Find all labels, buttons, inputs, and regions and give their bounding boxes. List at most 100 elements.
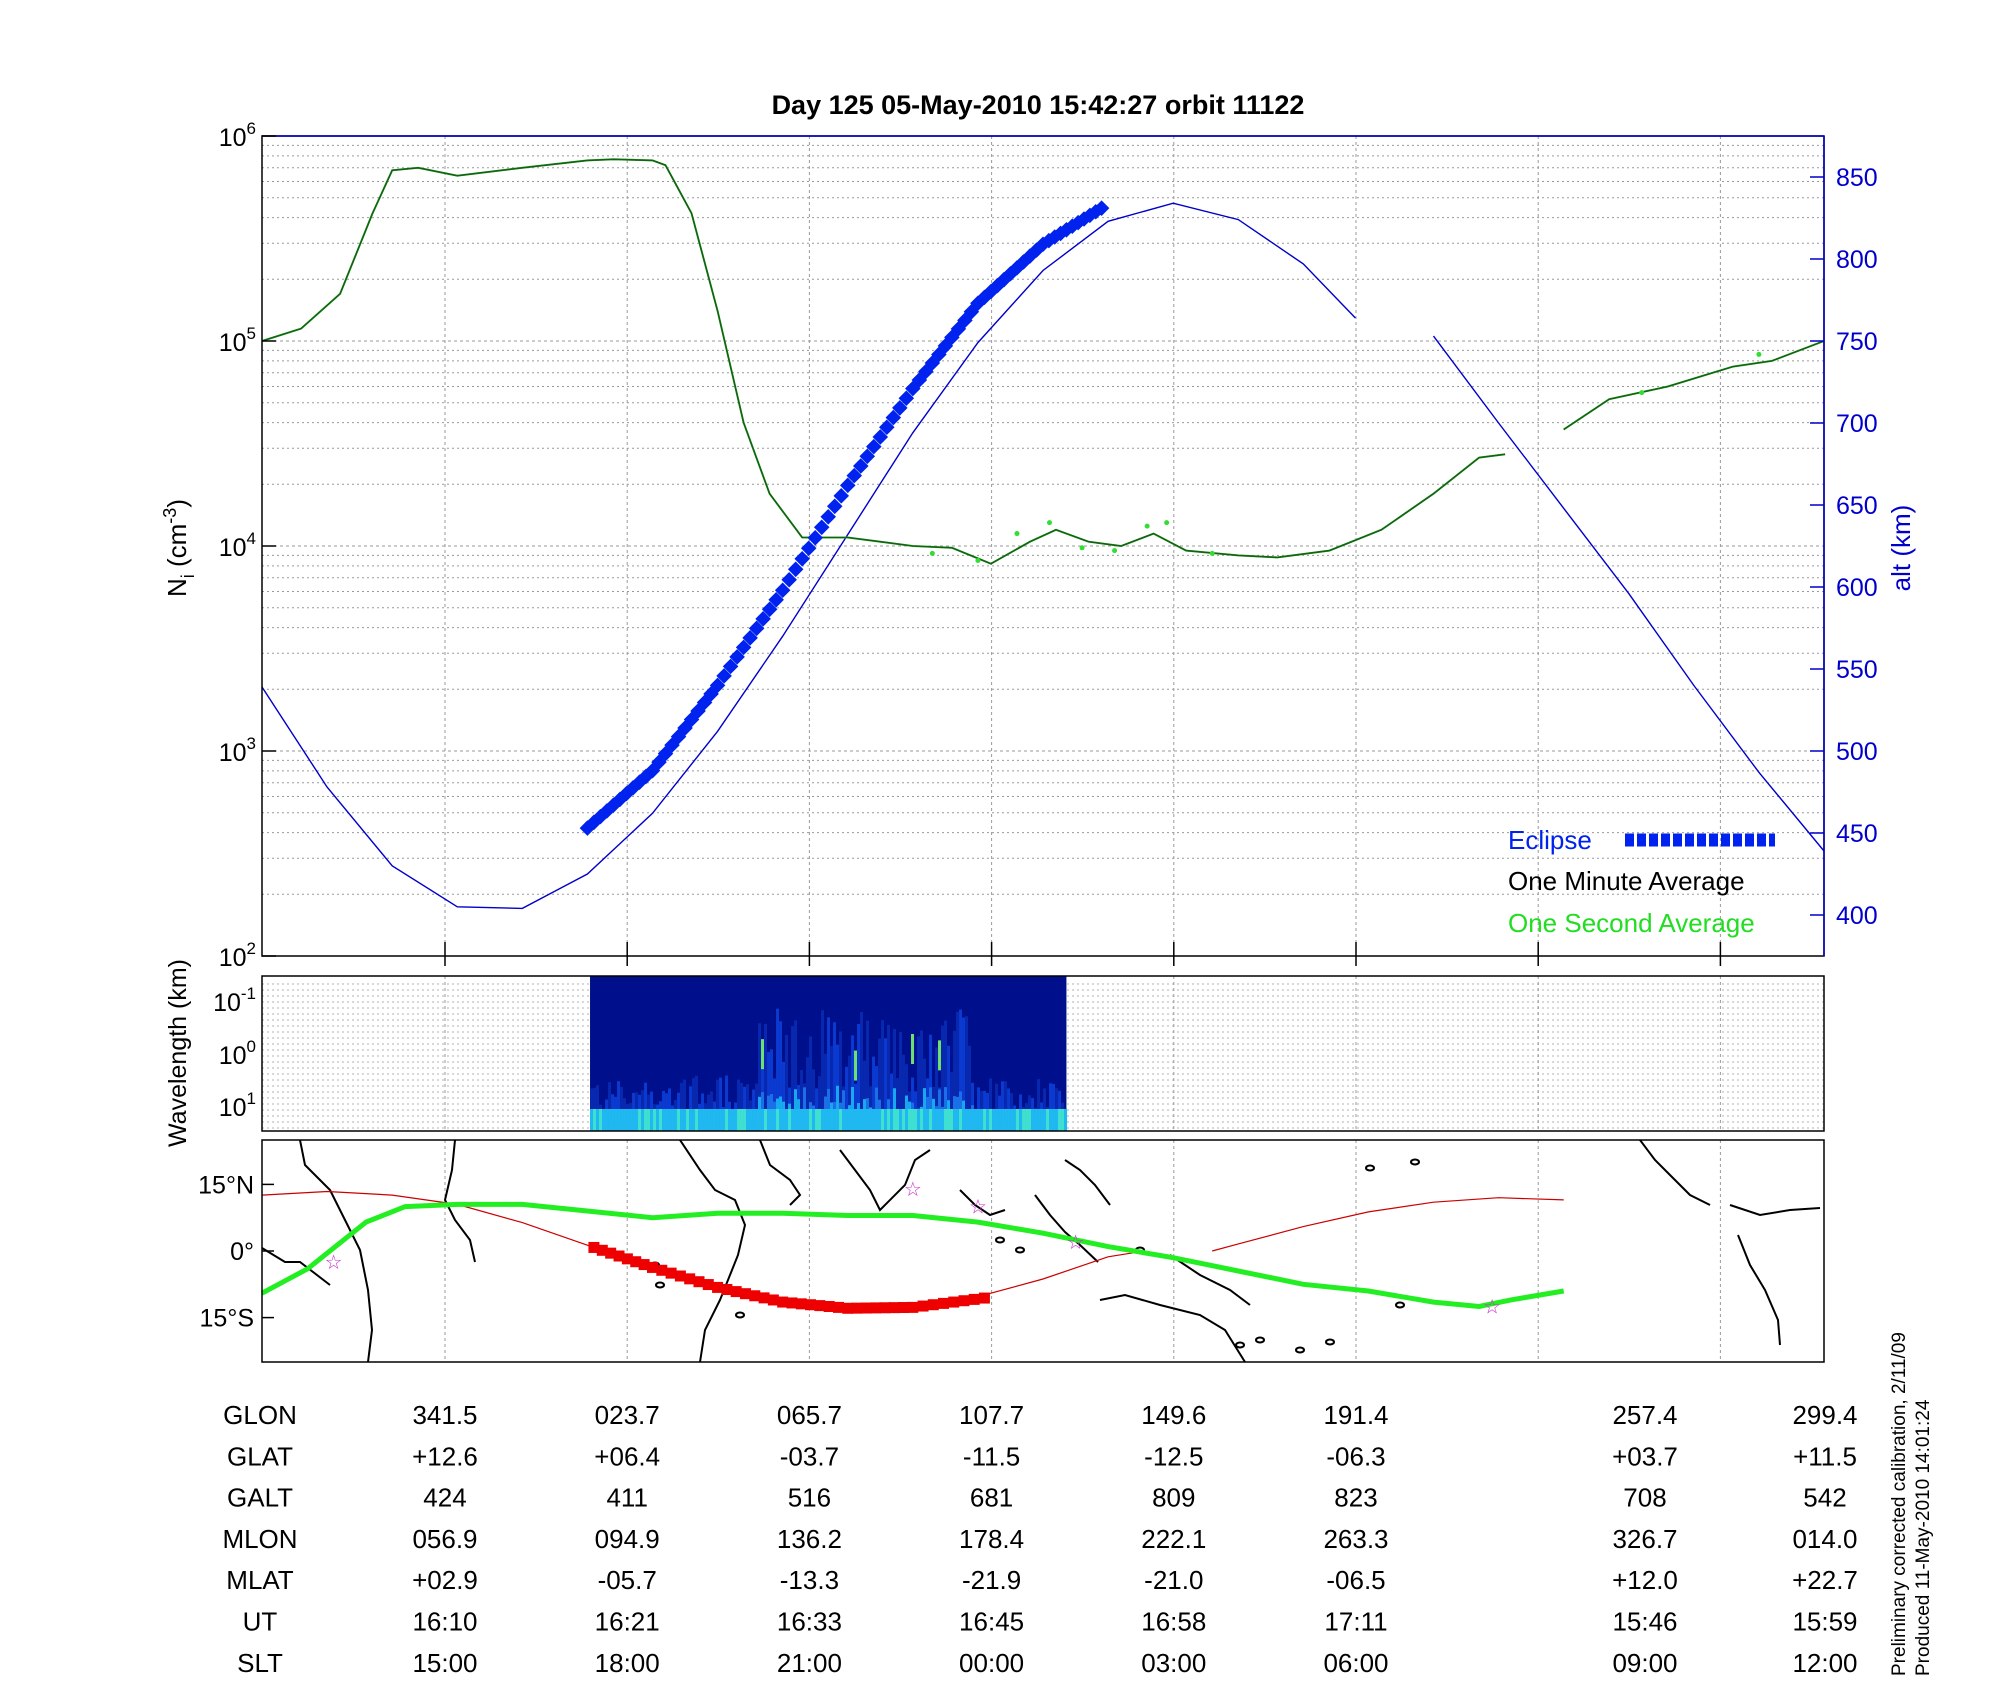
table-cell: +02.9 xyxy=(412,1565,478,1595)
map-stars: ☆ ☆ ☆ ☆ ☆ xyxy=(325,1177,1501,1319)
spectrogram-bottom xyxy=(698,1109,702,1131)
table-cell: 014.0 xyxy=(1792,1524,1857,1554)
eclipse-track-marker xyxy=(596,1244,608,1256)
map-lines xyxy=(260,1190,1565,1314)
coastline xyxy=(679,1139,747,1363)
table-cell: 16:58 xyxy=(1141,1607,1206,1637)
eclipse-track-marker xyxy=(588,1241,600,1253)
spectrogram-bottom xyxy=(704,1109,708,1131)
one-second-spike xyxy=(1014,531,1020,537)
island xyxy=(1255,1336,1265,1344)
right-tick-label: 400 xyxy=(1836,902,1878,930)
spectrogram-column xyxy=(683,1079,687,1131)
coastline xyxy=(1639,1139,1711,1206)
one-second-spike xyxy=(1112,548,1118,554)
spectrogram-bottom xyxy=(812,1109,816,1131)
eclipse-marker xyxy=(742,630,758,646)
spectrogram-column xyxy=(818,1076,822,1131)
spectrogram-bottom xyxy=(620,1109,624,1131)
spectrogram-bottom xyxy=(887,1109,891,1131)
spectrogram-column xyxy=(884,1038,888,1131)
spectrogram-bottom xyxy=(992,1109,996,1131)
spectrogram-y-tick-label: 10-1 xyxy=(213,984,256,1017)
spectrogram-column xyxy=(821,1010,825,1131)
spectrogram-bottom xyxy=(938,1109,942,1131)
island xyxy=(655,1281,665,1289)
spectrogram-bottom xyxy=(755,1109,759,1131)
spectrogram-bottom xyxy=(920,1109,924,1131)
spectrogram-bottom xyxy=(665,1109,669,1131)
spectrogram-bottom xyxy=(689,1109,693,1131)
spectrogram-bottom xyxy=(821,1109,825,1131)
island xyxy=(1410,1158,1420,1166)
spectrogram-bottom xyxy=(1046,1109,1050,1131)
legend-eclipse-label: Eclipse xyxy=(1508,825,1592,855)
spectrogram-bottom xyxy=(902,1109,906,1131)
table-cell: 023.7 xyxy=(595,1400,660,1430)
table-cell: -13.3 xyxy=(780,1565,839,1595)
coastlines xyxy=(261,1139,1821,1363)
right-tick-label: 750 xyxy=(1836,328,1878,356)
spectrogram-column xyxy=(935,1047,939,1131)
eclipse-track-marker xyxy=(860,1302,872,1314)
spectrogram-bottom xyxy=(749,1109,753,1131)
map-gridlines xyxy=(444,1140,1721,1362)
spectrogram-bottom xyxy=(845,1109,849,1131)
spectrogram-bottom xyxy=(746,1109,750,1131)
spectrogram-bottom xyxy=(731,1109,735,1131)
spectrogram-bottom xyxy=(833,1109,837,1131)
spectrogram-column xyxy=(740,1082,744,1131)
spectrogram-column xyxy=(965,1016,969,1131)
table-cell: 15:46 xyxy=(1612,1607,1677,1637)
eclipse-track-marker xyxy=(721,1284,733,1296)
table-cell: 222.1 xyxy=(1141,1524,1206,1554)
eclipse-track-marker xyxy=(758,1292,770,1304)
spectrogram-column xyxy=(809,1036,813,1131)
spectrogram-bottom xyxy=(680,1109,684,1131)
coastline xyxy=(759,1139,802,1206)
spectrogram-bottom xyxy=(1019,1109,1023,1131)
spectrogram-column xyxy=(689,1086,693,1131)
spectrogram-bottom xyxy=(1031,1109,1035,1131)
eclipse-track-marker xyxy=(958,1295,970,1307)
spectrogram-bottom xyxy=(728,1109,732,1131)
table-cell: 257.4 xyxy=(1612,1400,1677,1430)
table-cell: +12.0 xyxy=(1612,1565,1678,1595)
spectrogram-bottom xyxy=(1025,1109,1029,1131)
spectrogram-column xyxy=(899,1031,903,1131)
eclipse-marker xyxy=(807,530,823,546)
spectrogram-column xyxy=(854,1083,858,1131)
table-cell: 341.5 xyxy=(412,1400,477,1430)
table-cell: +06.4 xyxy=(594,1441,660,1471)
left-tick-label: 106 xyxy=(219,119,256,152)
spectrogram-bottom xyxy=(785,1109,789,1131)
spectrogram-column xyxy=(767,1051,771,1131)
one-second-spike xyxy=(1047,520,1053,526)
spectrogram-column xyxy=(737,1079,741,1131)
table-cell: 056.9 xyxy=(412,1524,477,1554)
spectrogram-bottom xyxy=(872,1109,876,1131)
spectrogram-column xyxy=(755,1083,759,1131)
coastline xyxy=(1034,1194,1099,1263)
spectrogram-bottom xyxy=(806,1109,810,1131)
eclipse-track-marker xyxy=(907,1301,919,1313)
spectrogram-image xyxy=(590,976,1068,1131)
eclipse-marker xyxy=(748,620,765,637)
left-axis-label: Ni (cm-3) xyxy=(160,499,198,597)
spectrogram-bottom xyxy=(695,1109,699,1131)
spectrogram-column xyxy=(695,1075,699,1131)
right-axis-ticks: 400 450 500 550 600 650 700 750 800 850 xyxy=(1810,164,1878,930)
spectrogram-column xyxy=(920,1030,924,1131)
table-cell: 809 xyxy=(1152,1483,1195,1513)
orbit-parameter-table: GLON GLAT GALT MLON MLAT UT SLT 341.5 +12.6 424 05… xyxy=(222,1400,1857,1678)
spectrogram-bottom xyxy=(950,1109,954,1131)
spectrogram-bottom xyxy=(869,1109,873,1131)
spectrogram-bottom xyxy=(986,1109,990,1131)
spectrogram-column xyxy=(824,1053,828,1131)
chart-title: Day 125 05-May-2010 15:42:27 orbit 11122 xyxy=(772,90,1305,120)
spectrogram-column xyxy=(806,1057,810,1131)
left-tick-label: 104 xyxy=(219,529,256,562)
spectrogram-bottom xyxy=(854,1109,858,1131)
spectrogram-column xyxy=(953,1030,957,1131)
eclipse-track-marker xyxy=(978,1292,990,1304)
